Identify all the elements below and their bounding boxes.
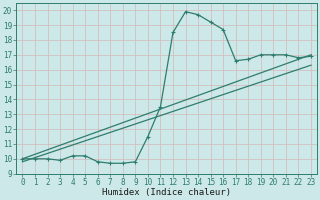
X-axis label: Humidex (Indice chaleur): Humidex (Indice chaleur)	[102, 188, 231, 197]
